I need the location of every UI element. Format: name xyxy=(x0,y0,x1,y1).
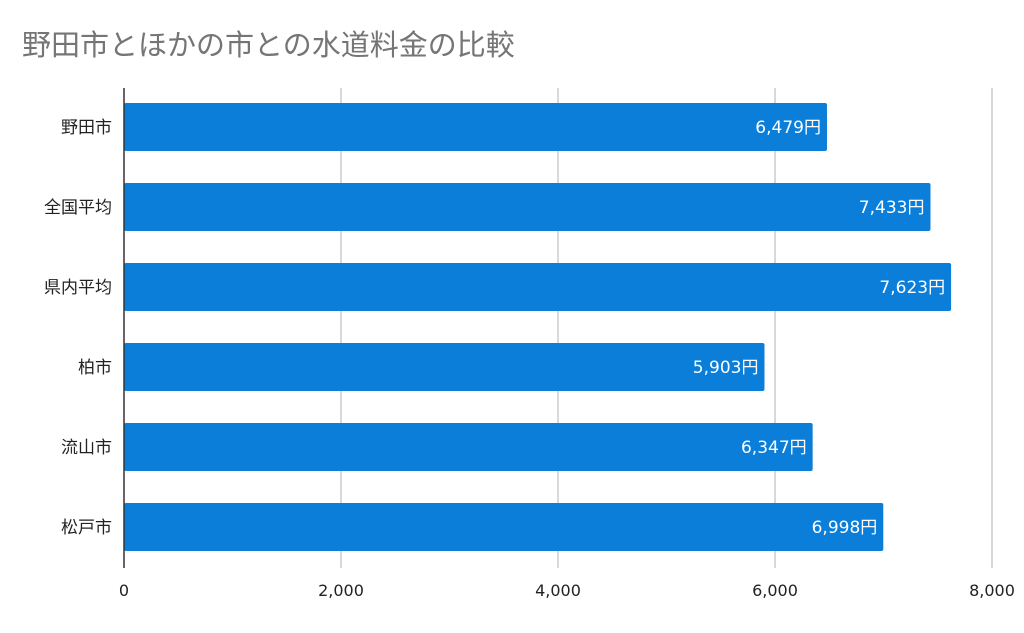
category-label: 全国平均 xyxy=(44,198,112,218)
bar xyxy=(124,183,931,231)
data-label: 5,903円 xyxy=(693,358,759,378)
x-tick-label: 6,000 xyxy=(752,581,798,600)
x-tick-label: 4,000 xyxy=(535,581,581,600)
chart-title: 野田市とほかの市との水道料金の比較 xyxy=(22,28,515,62)
category-label: 流山市 xyxy=(61,438,112,458)
bar xyxy=(124,343,765,391)
bar xyxy=(124,423,813,471)
x-tick-label: 2,000 xyxy=(318,581,364,600)
category-label: 県内平均 xyxy=(44,278,112,298)
data-label: 7,433円 xyxy=(859,198,925,218)
data-label: 6,998円 xyxy=(812,518,878,538)
x-tick-label: 8,000 xyxy=(969,581,1015,600)
bar xyxy=(124,503,884,551)
bar xyxy=(124,263,952,311)
x-tick-label: 0 xyxy=(119,581,129,600)
data-label: 7,623円 xyxy=(879,278,945,298)
data-label: 6,479円 xyxy=(755,118,821,138)
data-label: 6,347円 xyxy=(741,438,807,458)
category-label: 柏市 xyxy=(78,358,112,378)
bar xyxy=(124,103,827,151)
category-label: 野田市 xyxy=(61,118,112,138)
category-label: 松戸市 xyxy=(61,518,112,538)
